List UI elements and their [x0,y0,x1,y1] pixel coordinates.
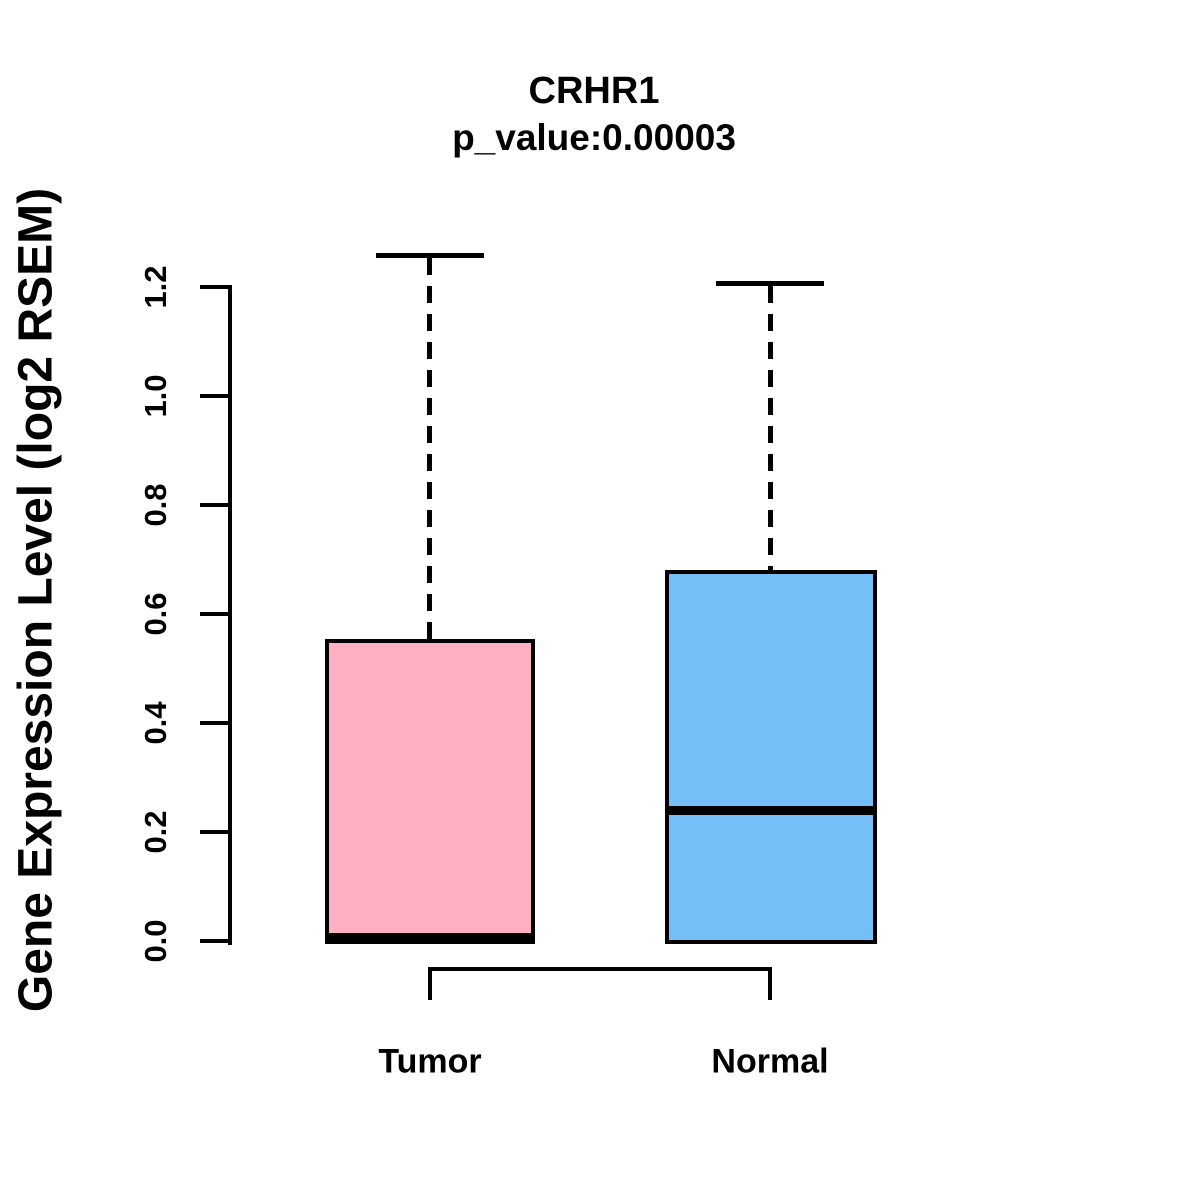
y-axis-line [228,285,232,945]
x-label-tumor: Tumor [378,1042,482,1081]
y-tick-label: 1.2 [138,265,173,309]
comparison-bracket [428,967,772,1000]
y-tick-mark [200,830,228,834]
y-tick-label: 1.0 [138,374,173,418]
normal-whisker-cap [716,281,824,286]
tumor-whisker-cap [376,253,484,258]
y-tick-label: 0.8 [138,483,173,527]
y-tick-label: 0.4 [138,701,173,745]
y-tick-label: 0.0 [138,919,173,963]
tumor-median-line [329,933,531,942]
y-axis-label: Gene Expression Level (log2 RSEM) [9,187,63,1013]
y-tick-label: 0.6 [138,592,173,636]
y-tick-mark [200,285,228,289]
chart-title: CRHR1 [528,70,660,112]
y-tick-mark [200,503,228,507]
y-tick-mark [200,394,228,398]
y-tick-label: 0.2 [138,810,173,854]
tumor-upper-whisker [427,258,432,641]
y-tick-mark [200,612,228,616]
normal-median-line [669,806,873,815]
y-tick-mark [200,939,228,943]
x-label-normal: Normal [711,1042,829,1081]
normal-box [665,570,877,944]
normal-upper-whisker [768,286,773,572]
chart-subtitle-pvalue: p_value:0.00003 [452,117,736,158]
tumor-box [325,639,535,944]
y-tick-mark [200,721,228,725]
